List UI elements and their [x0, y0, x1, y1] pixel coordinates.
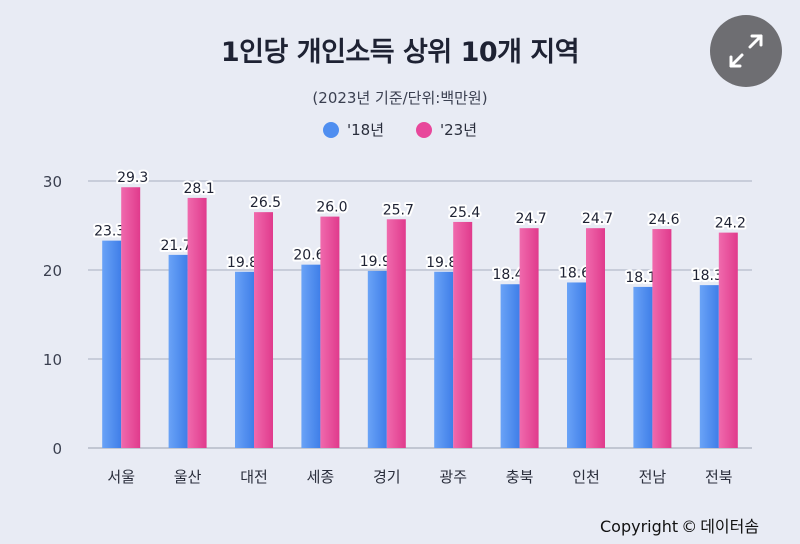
- data-label-halo: 26.5: [250, 195, 281, 211]
- chart-legend: '18년 '23년: [0, 119, 800, 140]
- bar-2023: [718, 232, 738, 448]
- bar-2023: [652, 229, 672, 448]
- x-tick-label: 충북: [506, 468, 534, 486]
- data-label: 26.5: [250, 195, 281, 211]
- x-tick-label: 울산: [174, 468, 202, 486]
- data-label: 25.4: [449, 205, 480, 221]
- chart-title: 1인당 개인소득 상위 10개 지역: [220, 37, 580, 68]
- x-tick-label: 광주: [439, 468, 467, 486]
- data-label-halo: 25.4: [449, 205, 480, 221]
- bar-2018: [168, 254, 188, 448]
- data-label: 19.8: [426, 255, 457, 271]
- bar-2018: [500, 284, 520, 448]
- legend-label-2018: '18년: [346, 121, 384, 139]
- bar-2023: [519, 228, 539, 448]
- bar-2018: [102, 240, 122, 448]
- bar-2018: [567, 282, 586, 448]
- y-tick-label: 20: [43, 262, 62, 280]
- data-label: 21.7: [161, 238, 192, 254]
- bar-2023: [453, 221, 473, 448]
- data-label: 20.6: [293, 248, 324, 264]
- data-label-halo: 26.0: [316, 200, 347, 216]
- data-label: 18.4: [493, 267, 524, 283]
- x-tick-label: 서울: [107, 468, 135, 486]
- data-label: 24.7: [582, 211, 613, 227]
- copyright-text: Copyright: [600, 517, 679, 536]
- data-label: 26.0: [316, 200, 347, 216]
- data-label: 29.3: [117, 170, 148, 186]
- data-label-halo: 29.3: [117, 170, 148, 186]
- bar-2023: [121, 187, 141, 449]
- data-label: 18.6: [559, 265, 590, 281]
- bar-2018: [301, 264, 321, 448]
- data-label-halo: 20.6: [293, 248, 324, 264]
- x-tick-label: 전남: [639, 468, 667, 486]
- legend-swatch-2018: [322, 121, 339, 138]
- x-tick-label: 세종: [307, 468, 335, 486]
- legend-item-2023: '23년: [416, 119, 477, 140]
- data-label-halo: 19.8: [426, 255, 457, 271]
- legend-swatch-2023: [416, 121, 432, 138]
- data-label-halo: 18.6: [559, 265, 590, 281]
- x-tick-label: 전북: [705, 468, 733, 486]
- data-label-halo: 18.3: [692, 268, 723, 284]
- data-label: 24.7: [516, 211, 547, 227]
- data-label-halo: 24.7: [516, 211, 547, 227]
- expand-button[interactable]: [710, 15, 782, 87]
- copyright-symbol: ©: [681, 517, 698, 536]
- data-label-halo: 23.3: [94, 224, 125, 240]
- bar-2023: [254, 212, 273, 448]
- data-label: 25.7: [383, 202, 414, 218]
- data-label: 24.2: [715, 216, 746, 232]
- bar-2018: [633, 286, 653, 448]
- data-label: 19.9: [360, 254, 391, 270]
- bar-2023: [187, 197, 207, 448]
- data-label: 18.3: [692, 268, 723, 284]
- legend-label-2023: '23년: [440, 121, 478, 139]
- copyright-notice: Copyright © 데이터솜: [600, 513, 759, 537]
- x-tick-label: 대전: [240, 468, 268, 486]
- legend-item-2018: '18년: [322, 119, 384, 140]
- data-label-halo: 19.9: [360, 254, 391, 270]
- x-tick-label: 경기: [373, 468, 401, 486]
- bar-2018: [235, 271, 254, 448]
- data-label: 19.8: [227, 255, 258, 271]
- data-label-halo: 24.7: [582, 211, 613, 227]
- chart-subtitle: (2023년 기준/단위:백만원): [312, 89, 488, 107]
- bar-2018: [699, 285, 719, 448]
- data-label-halo: 18.1: [625, 270, 656, 286]
- data-label-halo: 19.8: [227, 255, 258, 271]
- data-label-halo: 24.2: [715, 216, 746, 232]
- data-label: 23.3: [94, 224, 125, 240]
- bar-2023: [386, 219, 406, 448]
- expand-arrows-icon: [729, 34, 763, 68]
- copyright-brand: 데이터솜: [700, 517, 760, 536]
- x-tick-label: 인천: [572, 468, 600, 486]
- data-label: 18.1: [625, 270, 656, 286]
- data-label: 24.6: [648, 212, 679, 228]
- y-tick-label: 30: [43, 173, 62, 191]
- data-label-halo: 28.1: [184, 181, 215, 197]
- data-label-halo: 25.7: [383, 202, 414, 218]
- data-label: 28.1: [184, 181, 215, 197]
- data-label-halo: 24.6: [648, 212, 679, 228]
- y-tick-label: 0: [52, 440, 62, 458]
- y-tick-label: 10: [43, 351, 62, 369]
- bar-2018: [434, 271, 454, 448]
- bar-2023: [586, 228, 605, 448]
- bar-2023: [320, 216, 340, 448]
- data-label-halo: 18.4: [493, 267, 524, 283]
- data-label-halo: 21.7: [161, 238, 192, 254]
- bar-2018: [367, 270, 387, 448]
